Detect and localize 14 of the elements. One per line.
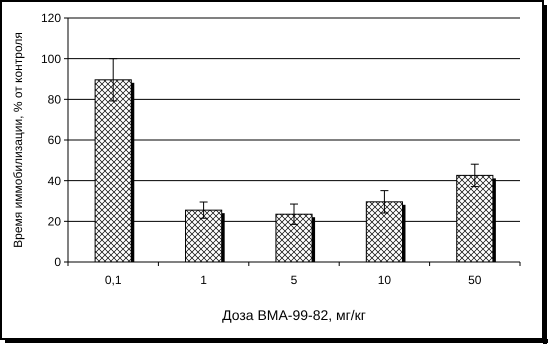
y-tick-label: 100 — [40, 52, 62, 66]
y-tick-label: 120 — [40, 11, 62, 26]
y-axis-title: Время иммобилизации, % от контроля — [11, 32, 25, 248]
x-tick-label: 50 — [468, 273, 482, 287]
y-tick-label: 20 — [48, 214, 62, 229]
x-tick-label: 10 — [378, 273, 392, 287]
x-tick-label: 5 — [290, 273, 298, 287]
x-tick-label: 1 — [200, 273, 208, 287]
y-tick-label: 0 — [54, 255, 62, 270]
x-tick-label: 0,1 — [104, 273, 122, 287]
y-tick-label: 80 — [48, 92, 62, 107]
x-axis-title: Доза ВМА-99-82, мг/кг — [222, 307, 366, 323]
y-tick-label: 60 — [48, 133, 62, 148]
y-tick-label: 40 — [48, 174, 62, 188]
